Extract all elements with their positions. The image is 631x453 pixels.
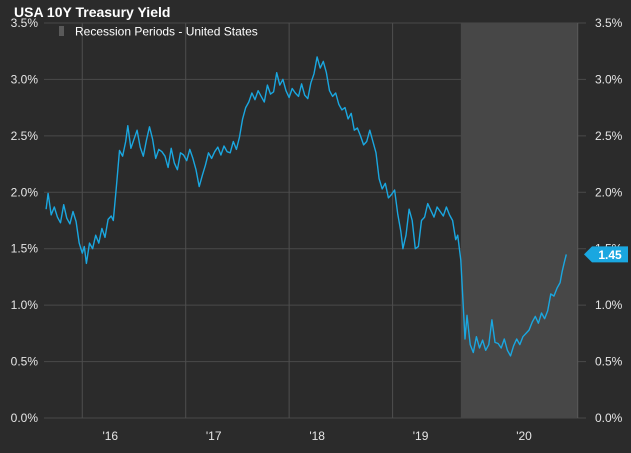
x-ticks: '16 '17 '18 '19 '20 — [102, 429, 532, 443]
recession-layer — [460, 23, 579, 418]
recession-band — [460, 23, 578, 418]
y-tick-right: 2.5% — [595, 129, 623, 143]
x-tick-label: '17 — [206, 429, 222, 443]
x-tick-label: '20 — [516, 429, 532, 443]
y-tick-left: 2.0% — [11, 185, 39, 199]
y-tick-left: 3.0% — [11, 72, 39, 86]
y-tick-left: 0.5% — [11, 355, 39, 369]
chart-title: USA 10Y Treasury Yield — [14, 4, 170, 20]
y-tick-right: 2.0% — [595, 185, 623, 199]
y-tick-right: 0.0% — [595, 411, 623, 425]
legend-label: Recession Periods - United States — [75, 25, 258, 39]
legend-swatch — [59, 26, 64, 36]
x-tick-label: '16 — [102, 429, 118, 443]
y-tick-left: 2.5% — [11, 129, 39, 143]
series-layer — [45, 56, 567, 357]
y-tick-left: 0.0% — [11, 411, 39, 425]
last-value-badge — [584, 246, 628, 263]
y-ticks-left: 0.0% 0.5% 1.0% 1.5% 2.0% 2.5% 3.0% 3.5% — [11, 16, 39, 425]
last-value-label: 1.45 — [598, 248, 622, 262]
y-ticks-right: 0.0%0.5%1.0%1.5%2.0%2.5%3.0%3.5% — [595, 16, 623, 425]
y-tick-right: 3.0% — [595, 72, 623, 86]
y-tick-right: 1.0% — [595, 298, 623, 312]
y-tick-left: 3.5% — [11, 16, 39, 30]
y-tick-right: 3.5% — [595, 16, 623, 30]
yield-series-line — [45, 56, 567, 357]
x-tick-label: '19 — [413, 429, 429, 443]
y-tick-left: 1.5% — [11, 242, 39, 256]
y-tick-right: 0.5% — [595, 355, 623, 369]
y-tick-left: 1.0% — [11, 298, 39, 312]
x-tick-label: '18 — [309, 429, 325, 443]
last-value-layer: 1.45 — [584, 246, 628, 263]
